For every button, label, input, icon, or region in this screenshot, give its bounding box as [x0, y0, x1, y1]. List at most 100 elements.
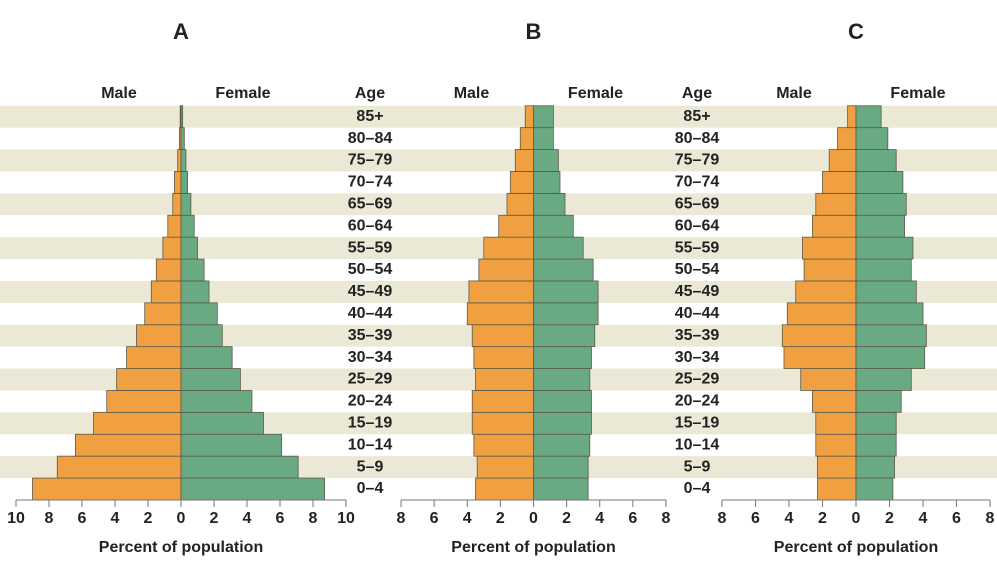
- y-tick-label: 60–64: [675, 217, 720, 234]
- bar: [180, 258, 205, 282]
- bar: [180, 214, 195, 238]
- y-tick-label: 80–84: [675, 130, 720, 147]
- x-tick-label: 2: [144, 510, 153, 527]
- bar: [93, 411, 182, 435]
- y-tick-label: 55–59: [348, 239, 393, 256]
- bar: [533, 433, 591, 457]
- y-tick-label: 40–44: [675, 305, 720, 322]
- bar: [180, 127, 185, 150]
- bar: [180, 455, 299, 479]
- bar: [524, 105, 534, 129]
- bar: [795, 280, 857, 304]
- x-tick-label: 8: [986, 510, 995, 527]
- age-label: Age: [355, 85, 385, 102]
- bar: [533, 280, 599, 304]
- bar: [855, 346, 926, 369]
- x-tick-label: 6: [952, 510, 961, 527]
- x-tick-label: 8: [397, 510, 406, 527]
- bar: [855, 214, 905, 238]
- bar: [855, 171, 904, 194]
- bar: [533, 368, 591, 391]
- x-tick-label: 2: [210, 510, 219, 527]
- bar: [855, 258, 912, 282]
- bar: [56, 455, 182, 479]
- bar: [533, 105, 554, 129]
- bar: [468, 280, 534, 304]
- bar: [837, 127, 857, 150]
- bar: [180, 302, 218, 326]
- y-tick-label: 30–34: [348, 349, 393, 366]
- bar: [533, 477, 589, 501]
- bar: [180, 236, 198, 260]
- row-stripe: [0, 149, 997, 172]
- bar: [817, 477, 857, 501]
- bar: [533, 236, 584, 260]
- bar: [533, 171, 561, 194]
- bar: [855, 411, 897, 435]
- x-tick-label: 8: [309, 510, 318, 527]
- y-tick-label: 65–69: [675, 196, 720, 213]
- series-label: Male: [776, 85, 812, 102]
- bar: [106, 390, 182, 413]
- bar: [533, 192, 566, 216]
- y-tick-label: 60–64: [348, 217, 393, 234]
- chart-title: C: [848, 19, 864, 44]
- x-tick-label: 4: [111, 510, 120, 527]
- y-tick-label: 55–59: [675, 239, 720, 256]
- series-label: Female: [568, 85, 623, 102]
- bar: [855, 236, 914, 260]
- row-stripe: [0, 105, 997, 128]
- y-tick-label: 45–49: [348, 283, 393, 300]
- bar: [471, 324, 534, 348]
- y-tick-label: 85+: [683, 108, 710, 125]
- bar: [828, 149, 857, 172]
- bar: [180, 324, 223, 348]
- y-tick-label: 40–44: [348, 305, 393, 322]
- y-tick-label: 85+: [356, 108, 383, 125]
- bar: [802, 236, 857, 260]
- bar: [855, 390, 902, 413]
- bar: [466, 302, 534, 326]
- bar: [855, 368, 912, 391]
- y-tick-label: 35–39: [348, 327, 393, 344]
- y-tick-label: 75–79: [675, 152, 720, 169]
- bar: [509, 171, 534, 194]
- bar: [172, 192, 182, 216]
- bar: [855, 192, 907, 216]
- bar: [855, 324, 927, 348]
- bar: [173, 171, 182, 194]
- x-axis-label: Percent of population: [451, 539, 615, 556]
- bar: [815, 433, 857, 457]
- y-tick-label: 0–4: [684, 480, 711, 497]
- bar: [533, 149, 559, 172]
- bar: [180, 346, 233, 369]
- bar: [180, 411, 264, 435]
- bar: [75, 433, 182, 457]
- bar: [180, 149, 187, 172]
- bar: [475, 477, 534, 501]
- y-tick-label: 35–39: [675, 327, 720, 344]
- x-tick-label: 2: [818, 510, 827, 527]
- bar: [162, 236, 182, 260]
- bar: [180, 477, 325, 501]
- bar: [533, 258, 594, 282]
- x-tick-label: 2: [885, 510, 894, 527]
- x-tick-label: 6: [430, 510, 439, 527]
- x-tick-label: 0: [529, 510, 538, 527]
- bar: [506, 192, 534, 216]
- bar: [167, 214, 182, 238]
- x-tick-label: 4: [243, 510, 252, 527]
- x-tick-label: 10: [337, 510, 355, 527]
- bar: [817, 455, 857, 479]
- bar: [514, 149, 534, 172]
- y-tick-label: 5–9: [357, 458, 384, 475]
- x-tick-label: 6: [751, 510, 760, 527]
- bar: [781, 324, 857, 348]
- bar: [847, 105, 857, 129]
- bar: [812, 390, 857, 413]
- bar: [822, 171, 857, 194]
- chart-title: A: [173, 19, 189, 44]
- bar: [783, 346, 857, 369]
- y-tick-label: 20–24: [675, 393, 720, 410]
